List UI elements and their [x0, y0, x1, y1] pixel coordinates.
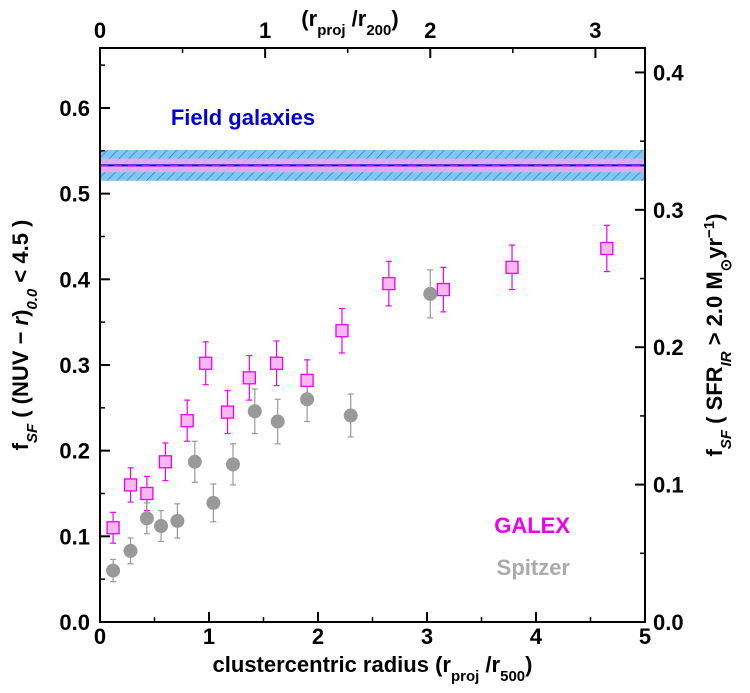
spitzer-point	[154, 519, 169, 534]
right-axis-title: fSF ( SFRIR > 2.0 M⊙yr−1)	[701, 214, 735, 457]
galex-point	[106, 521, 120, 535]
galex-point	[436, 282, 451, 297]
right-tick-label: 0.2	[653, 335, 684, 360]
legend-spitzer: Spitzer	[497, 555, 571, 580]
y-tick-label: 0.6	[59, 96, 90, 121]
galex-point	[335, 324, 349, 338]
galex-point	[600, 241, 614, 256]
x-axis-title: clustercentric radius (rproj /r500)	[213, 652, 533, 685]
x-tick-label: 5	[639, 624, 651, 649]
spitzer-point	[206, 495, 221, 510]
x-tick-label: 4	[530, 624, 543, 649]
top-tick-label: 0	[94, 18, 106, 43]
field-galaxies-label: Field galaxies	[171, 105, 315, 130]
top-tick-label: 1	[259, 18, 271, 43]
galex-point	[158, 455, 173, 469]
spitzer-point	[187, 454, 202, 469]
top-axis-title: (rproj /r200)	[301, 6, 398, 39]
spitzer-point	[423, 286, 438, 301]
galex-point	[199, 356, 213, 370]
galex-point	[382, 276, 396, 291]
spitzer-point	[300, 392, 315, 407]
top-tick-label: 2	[424, 18, 436, 43]
spitzer-point	[123, 543, 138, 558]
galex-point	[220, 405, 235, 419]
x-tick-label: 3	[421, 624, 433, 649]
spitzer-point	[247, 404, 262, 419]
spitzer-point	[225, 457, 240, 472]
legend-galex: GALEX	[494, 513, 570, 538]
galex-point	[242, 371, 256, 385]
spitzer-point	[270, 414, 285, 429]
right-tick-label: 0.0	[653, 610, 684, 635]
y-tick-label: 0.0	[59, 610, 90, 635]
right-tick-label: 0.1	[653, 473, 684, 498]
x-tick-label: 1	[203, 624, 215, 649]
y-tick-label: 0.2	[59, 439, 90, 464]
galex-point	[269, 356, 284, 370]
right-tick-label: 0.3	[653, 198, 684, 223]
right-tick-label: 0.4	[653, 60, 684, 85]
spitzer-point	[343, 408, 358, 423]
field-galaxies-reference: Field galaxies	[100, 105, 645, 181]
x-tick-label: 0	[94, 624, 106, 649]
y-tick-label: 0.3	[59, 353, 90, 378]
galex-point	[140, 486, 154, 501]
spitzer-point	[139, 511, 154, 526]
data-markers	[106, 241, 614, 578]
axis-labels: clustercentric radius (rproj /r500) (rpro…	[8, 6, 735, 685]
galex-point	[300, 373, 314, 388]
y-axis-title: fSF ( (NUV − r)0.0 < 4.5 )	[8, 220, 41, 451]
y-tick-label: 0.4	[59, 267, 90, 292]
axes: 0 1 2 3 4 5 0 1 2 3 0.0 0.1 0.2 0.3 0.4 0.5 0.6 0.0 0.1 0.2…	[59, 18, 684, 649]
top-tick-label: 3	[589, 18, 601, 43]
y-tick-label: 0.1	[59, 524, 90, 549]
galex-point	[505, 260, 519, 274]
spitzer-point	[106, 563, 121, 578]
x-tick-label: 2	[312, 624, 324, 649]
spitzer-point	[170, 513, 185, 528]
galex-point	[123, 478, 138, 492]
galex-point	[180, 414, 194, 428]
y-tick-label: 0.5	[59, 182, 90, 207]
